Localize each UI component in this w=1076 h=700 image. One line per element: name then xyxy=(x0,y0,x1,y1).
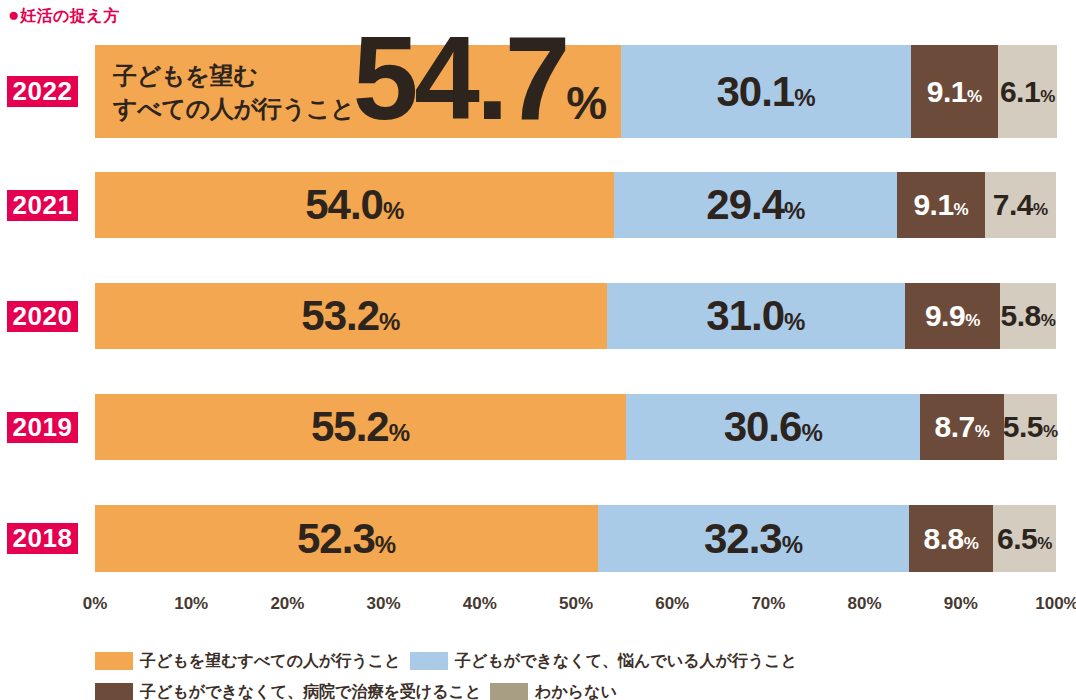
bar-segment: 6.1% xyxy=(998,45,1057,138)
legend-label: 子どもができなくて、病院で治療を受けること xyxy=(140,683,481,700)
axis-tick-label: 40% xyxy=(463,594,497,614)
stacked-bar-2022: 子どもを望むすべての人が行うこと54.7%30.1%9.1%6.1% xyxy=(95,45,1057,138)
axis-tick-label: 90% xyxy=(944,594,978,614)
segment-value: 53.2% xyxy=(301,292,400,340)
segment-value: 9.1% xyxy=(913,188,968,222)
axis-tick-label: 10% xyxy=(174,594,208,614)
legend-swatch xyxy=(410,652,448,670)
bar-segment: 5.8% xyxy=(1000,283,1056,349)
hero-label-line2: すべての人が行うこと xyxy=(113,95,355,122)
bar-segment: 52.3% xyxy=(95,505,598,572)
bar-segment: 6.5% xyxy=(993,505,1056,572)
segment-value: 31.0% xyxy=(706,292,805,340)
legend-swatch xyxy=(95,652,133,670)
segment-value: 29.4% xyxy=(706,181,805,229)
bar-segment: 9.1% xyxy=(897,172,985,238)
legend-label: 子どもを望むすべての人が行うこと xyxy=(140,652,401,670)
segment-value: 55.2% xyxy=(311,403,410,451)
legend-label: 子どもができなくて、悩んでいる人が行うこと xyxy=(455,652,797,670)
stacked-bar-2019: 55.2% 30.6% 8.7% 5.5% xyxy=(95,394,1057,460)
legend-swatch xyxy=(95,683,133,700)
year-label-2021: 2021 xyxy=(7,190,78,221)
segment-value: 5.8% xyxy=(1000,299,1055,333)
bar-segment: 子どもを望むすべての人が行うこと54.7% xyxy=(95,45,621,138)
bar-segment: 9.1% xyxy=(911,45,999,138)
axis-tick-label: 80% xyxy=(848,594,882,614)
bar-segment: 55.2% xyxy=(95,394,626,460)
bar-segment: 7.4% xyxy=(985,172,1056,238)
bar-segment: 53.2% xyxy=(95,283,607,349)
axis-tick-label: 30% xyxy=(367,594,401,614)
hero-label: 子どもを望むすべての人が行うこと xyxy=(113,59,355,125)
segment-value: 5.5% xyxy=(1003,410,1058,444)
bar-segment: 29.4% xyxy=(614,172,897,238)
stacked-bar-2020: 53.2% 31.0% 9.9% 5.8% xyxy=(95,283,1057,349)
segment-value: 30.1% xyxy=(716,68,815,116)
bar-segment: 30.6% xyxy=(626,394,920,460)
bar-segment: 9.9% xyxy=(905,283,1000,349)
stacked-bar-2018: 52.3% 32.3% 8.8% 6.5% xyxy=(95,505,1057,572)
axis-tick-label: 100% xyxy=(1035,594,1076,614)
chart-row-2022: 2022子どもを望むすべての人が行うこと54.7%30.1%9.1%6.1% xyxy=(0,45,1076,138)
stacked-bar-2021: 54.0% 29.4% 9.1% 7.4% xyxy=(95,172,1057,238)
bar-segment: 54.0% xyxy=(95,172,614,238)
bar-segment: 30.1% xyxy=(621,45,911,138)
year-label-2020: 2020 xyxy=(7,301,78,332)
segment-value: 8.8% xyxy=(923,522,978,556)
axis-tick-label: 20% xyxy=(270,594,304,614)
axis-tick-label: 60% xyxy=(655,594,689,614)
chart-title: ●妊活の捉え方 xyxy=(8,4,120,27)
segment-value: 54.0% xyxy=(305,181,404,229)
bar-segment: 8.7% xyxy=(920,394,1004,460)
bar-segment: 31.0% xyxy=(607,283,905,349)
chart-row-2019: 2019 55.2% 30.6% 8.7% 5.5% xyxy=(0,394,1076,460)
bar-segment: 8.8% xyxy=(909,505,994,572)
x-axis: 0% 10% 20% 30% 40% 50% 60% 70% 80% 90% 100% xyxy=(0,594,1076,614)
chart-row-2018: 2018 52.3% 32.3% 8.8% 6.5% xyxy=(0,505,1076,572)
segment-value: 6.5% xyxy=(997,522,1052,556)
segment-value: 32.3% xyxy=(704,515,803,563)
hero-value: 54.7% xyxy=(353,34,608,124)
year-label-2022: 2022 xyxy=(7,76,78,107)
bar-segment: 5.5% xyxy=(1004,394,1057,460)
chart-row-2020: 2020 53.2% 31.0% 9.9% 5.8% xyxy=(0,283,1076,349)
segment-value: 6.1% xyxy=(1000,75,1055,109)
year-label-2019: 2019 xyxy=(7,412,78,443)
bar-segment: 32.3% xyxy=(598,505,909,572)
legend-swatch xyxy=(490,683,528,700)
segment-value: 9.1% xyxy=(927,75,982,109)
axis-tick-label: 50% xyxy=(559,594,593,614)
year-label-2018: 2018 xyxy=(7,523,78,554)
segment-value: 52.3% xyxy=(297,515,396,563)
segment-value: 9.9% xyxy=(925,299,980,333)
chart-row-2021: 2021 54.0% 29.4% 9.1% 7.4% xyxy=(0,172,1076,238)
segment-value: 8.7% xyxy=(935,410,990,444)
segment-value: 7.4% xyxy=(993,188,1048,222)
axis-tick-label: 0% xyxy=(83,594,108,614)
hero-label-line1: 子どもを望む xyxy=(113,62,257,89)
axis-tick-label: 70% xyxy=(751,594,785,614)
legend-label: わからない xyxy=(535,683,617,700)
segment-value: 30.6% xyxy=(724,403,823,451)
